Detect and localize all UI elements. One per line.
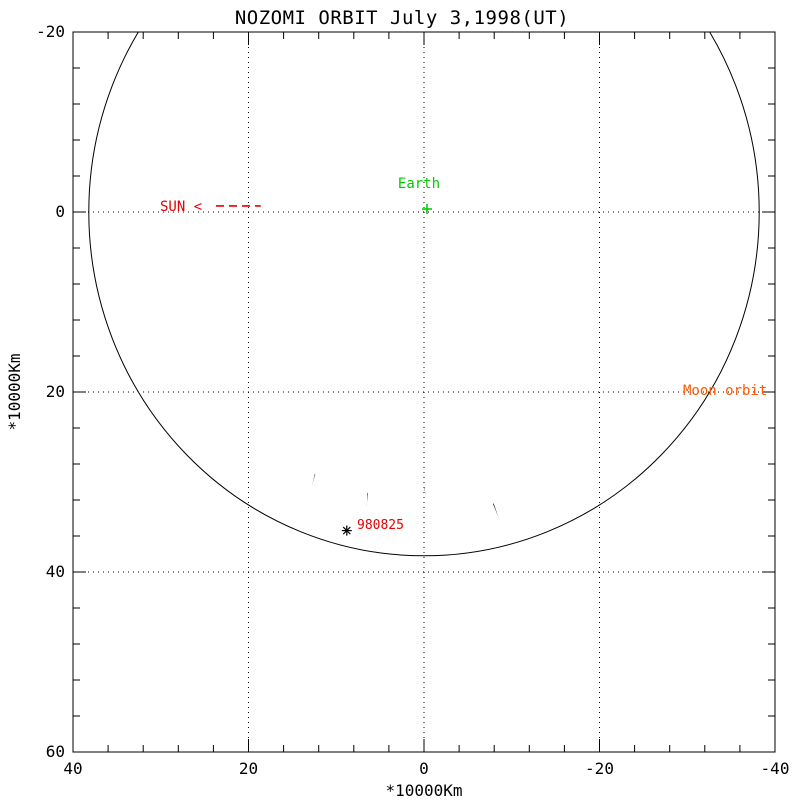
sun-label: SUN < bbox=[160, 199, 202, 215]
y-tick-label: 0 bbox=[55, 202, 65, 221]
nozomi-orbit-loop bbox=[366, 424, 368, 648]
x-tick-label: 20 bbox=[239, 759, 258, 778]
y-axis-label: *10000Km bbox=[5, 353, 24, 430]
x-tick-label: -20 bbox=[585, 759, 614, 778]
event-marker-asterisk bbox=[342, 526, 351, 535]
y-tick-label: 40 bbox=[46, 562, 65, 581]
y-tick-label: -20 bbox=[36, 22, 65, 41]
event-marker-label: 980825 bbox=[357, 518, 404, 533]
moon-orbit-label: Moon orbit bbox=[683, 383, 767, 399]
nozomi-orbit-loop bbox=[417, 503, 584, 649]
x-tick-label: 0 bbox=[419, 759, 429, 778]
chart-title: NOZOMI ORBIT July 3,1998(UT) bbox=[235, 7, 569, 29]
nozomi-orbit-loop bbox=[407, 487, 490, 624]
y-tick-label: 60 bbox=[46, 742, 65, 761]
x-tick-label: 40 bbox=[63, 759, 82, 778]
moon-orbit-circle bbox=[88, 32, 760, 557]
x-axis-label: *10000Km bbox=[385, 781, 462, 800]
earth-label: Earth bbox=[398, 176, 440, 192]
nozomi-orbit-loop bbox=[295, 270, 316, 627]
x-tick-label: -40 bbox=[761, 759, 790, 778]
y-tick-label: 20 bbox=[46, 382, 65, 401]
